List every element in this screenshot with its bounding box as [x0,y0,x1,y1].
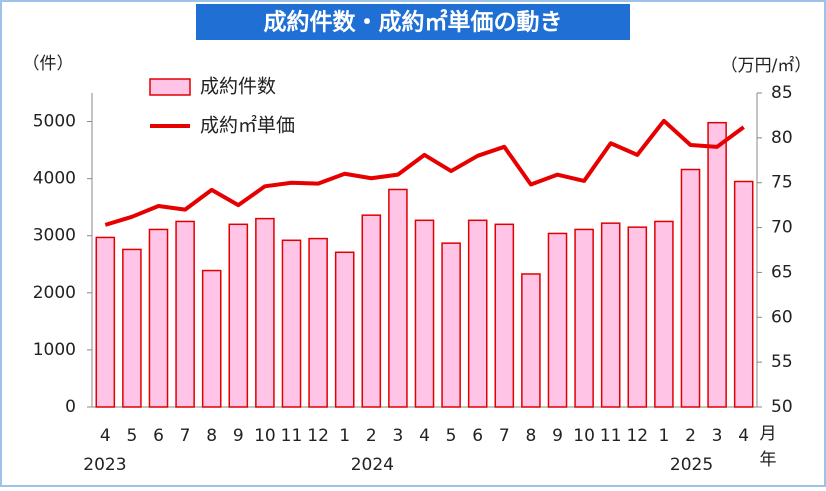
y-tick-label: 0 [65,397,76,417]
bar [201,269,222,408]
y-axis-label: （件） [23,54,74,74]
x-tick-label: 7 [180,426,191,446]
x-tick-label: 1 [658,426,669,446]
x-unit-year: 年 [760,450,777,470]
bar [122,248,142,408]
year-label: 2024 [351,455,394,475]
y-tick-label: 5000 [33,112,76,132]
x-tick-label: 11 [600,426,622,446]
x-tick-label: 8 [206,426,217,446]
bar [680,168,701,408]
x-tick-label: 4 [738,426,749,446]
bar [733,180,754,408]
x-tick-label: 4 [419,426,430,446]
bar [600,222,621,408]
x-tick-label: 1 [339,426,350,446]
x-tick-label: 10 [573,426,595,446]
y-tick-label: 4000 [33,169,76,189]
bar [175,220,195,408]
y-tick-label: 2000 [33,283,76,303]
x-unit-month: 月 [760,424,777,444]
bar [334,251,355,408]
y2-tick-label: 65 [771,262,793,282]
chart-title: 成約件数・成約㎡単価の動き [264,9,563,36]
x-tick-label: 9 [552,426,563,446]
bar [308,237,328,408]
y2-tick-label: 60 [771,307,793,327]
bar [574,228,594,408]
y2-tick-label: 55 [771,352,793,372]
title-bar [196,4,630,40]
x-tick-label: 6 [153,426,164,446]
x-tick-label: 9 [233,426,244,446]
legend-swatch [149,78,191,96]
x-tick-label: 2 [685,426,696,446]
y-tick-label: 3000 [33,226,76,246]
y2-tick-label: 50 [771,397,793,417]
x-tick-label: 10 [254,426,276,446]
line [104,118,745,227]
x-tick-label: 6 [472,426,483,446]
legend-label: 成約㎡単価 [200,114,295,137]
x-tick-label: 11 [281,426,303,446]
x-tick-label: 4 [100,426,111,446]
bar [281,239,302,408]
x-tick-label: 12 [307,426,329,446]
bar [95,236,116,408]
y2-tick-label: 75 [771,173,793,193]
bar [255,217,275,408]
y2-tick-label: 85 [771,83,793,103]
bar [547,232,568,408]
year-label: 2023 [83,455,126,475]
legend-label: 成約件数 [200,76,276,98]
x-tick-label: 3 [712,426,723,446]
bar [654,220,674,408]
bar [228,223,249,408]
bar [494,223,515,408]
x-tick-label: 5 [126,426,137,446]
y-tick-label: 1000 [33,340,76,360]
bar [521,273,541,408]
bar [707,121,727,408]
bar [361,214,382,408]
y2-tick-label: 80 [771,128,793,148]
bar [467,219,488,408]
bar [441,242,461,408]
x-tick-label: 5 [446,426,457,446]
x-tick-label: 7 [499,426,510,446]
bar [627,226,648,408]
bar [148,228,169,408]
x-tick-label: 2 [366,426,377,446]
y2-tick-label: 70 [771,218,793,238]
x-tick-label: 8 [525,426,536,446]
bar [414,219,435,408]
x-tick-label: 12 [626,426,648,446]
x-tick-label: 3 [392,426,403,446]
bar [388,188,408,408]
y2-axis-label: （万円/㎡） [721,56,812,76]
year-label: 2025 [670,455,713,475]
